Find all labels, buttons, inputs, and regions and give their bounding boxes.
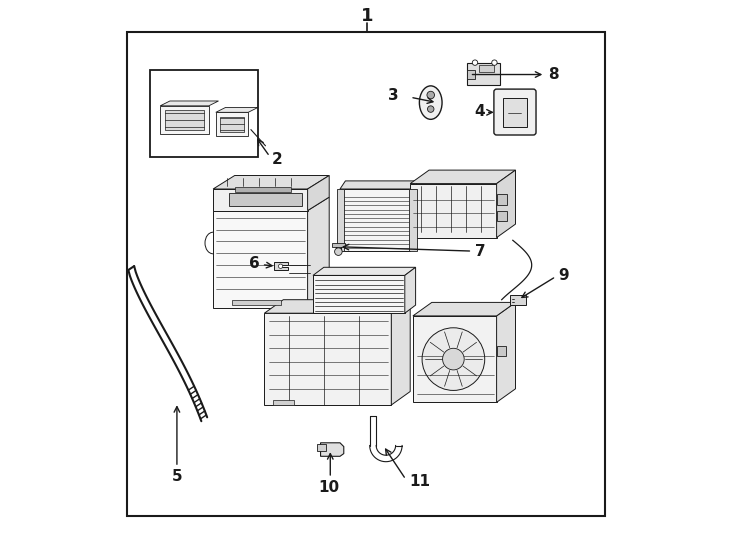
Polygon shape: [338, 189, 344, 251]
Text: 11: 11: [409, 474, 430, 489]
Polygon shape: [497, 170, 515, 238]
Circle shape: [443, 348, 464, 370]
Polygon shape: [497, 194, 507, 205]
Polygon shape: [340, 181, 415, 189]
Polygon shape: [468, 70, 475, 79]
Polygon shape: [313, 275, 404, 313]
Polygon shape: [313, 267, 415, 275]
Polygon shape: [160, 101, 219, 106]
Polygon shape: [264, 313, 391, 405]
Circle shape: [335, 248, 342, 255]
Text: 10: 10: [319, 480, 340, 495]
Polygon shape: [409, 189, 417, 251]
FancyBboxPatch shape: [494, 89, 536, 135]
Bar: [127, 32, 605, 516]
Circle shape: [492, 60, 497, 65]
Text: 3: 3: [388, 87, 399, 103]
Polygon shape: [413, 302, 515, 316]
Circle shape: [427, 106, 434, 112]
Bar: [164, 110, 205, 130]
Polygon shape: [308, 197, 330, 308]
Polygon shape: [160, 106, 208, 134]
Polygon shape: [213, 211, 308, 308]
Polygon shape: [213, 176, 330, 189]
Polygon shape: [413, 316, 497, 402]
Polygon shape: [229, 193, 302, 206]
Polygon shape: [264, 300, 410, 313]
Polygon shape: [216, 107, 258, 112]
Polygon shape: [410, 170, 515, 184]
Bar: [510, 295, 526, 305]
Polygon shape: [497, 346, 506, 356]
Text: 4: 4: [474, 104, 484, 119]
Polygon shape: [232, 300, 280, 305]
Polygon shape: [235, 187, 291, 192]
Ellipse shape: [419, 86, 442, 119]
Circle shape: [422, 328, 484, 390]
Bar: [503, 98, 528, 127]
Polygon shape: [468, 63, 500, 85]
Circle shape: [278, 264, 283, 268]
Polygon shape: [497, 302, 515, 402]
Text: 1: 1: [360, 7, 374, 25]
Polygon shape: [346, 181, 415, 243]
Polygon shape: [391, 300, 410, 405]
Polygon shape: [317, 444, 326, 451]
Text: 7: 7: [475, 244, 486, 259]
Text: 6: 6: [249, 256, 260, 271]
Text: 9: 9: [559, 268, 570, 283]
Polygon shape: [497, 211, 507, 221]
Polygon shape: [216, 112, 248, 136]
Circle shape: [472, 60, 478, 65]
Circle shape: [427, 91, 435, 99]
Polygon shape: [332, 243, 346, 247]
Text: 2: 2: [272, 152, 282, 167]
Polygon shape: [404, 267, 415, 313]
Bar: [220, 117, 244, 132]
Text: 8: 8: [548, 67, 559, 82]
Polygon shape: [213, 189, 308, 211]
Polygon shape: [479, 65, 495, 72]
Text: 5: 5: [172, 469, 182, 484]
Polygon shape: [340, 189, 410, 251]
Polygon shape: [410, 184, 497, 238]
Bar: [150, 70, 258, 157]
Polygon shape: [274, 262, 288, 270]
Polygon shape: [308, 176, 330, 211]
Polygon shape: [321, 443, 344, 456]
Polygon shape: [272, 400, 294, 405]
